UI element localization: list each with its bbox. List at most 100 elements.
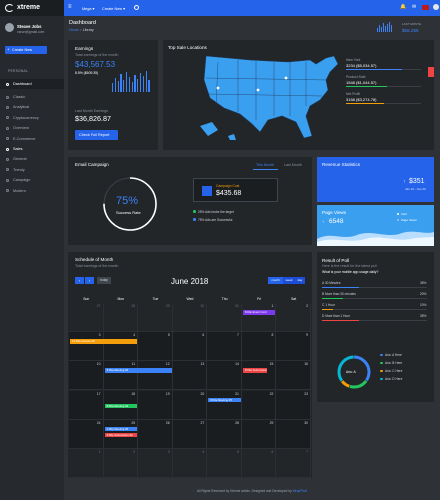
calendar-day[interactable]: 17: [69, 390, 104, 420]
create-new-button[interactable]: + Create New: [5, 46, 47, 54]
prev-month-button[interactable]: ‹: [75, 277, 84, 284]
calendar-day[interactable]: 30: [276, 419, 311, 449]
brand-name: xtreme: [17, 4, 40, 11]
day-number: 17: [96, 391, 101, 396]
sidebar-item-cryptocurrency[interactable]: Cryptocurrency: [0, 113, 64, 123]
calendar-day[interactable]: 31: [207, 303, 242, 333]
poll-option-fill: [322, 287, 359, 289]
calendar-day[interactable]: 8: [241, 332, 277, 362]
day-number: 20: [200, 391, 205, 396]
next-month-button[interactable]: ›: [85, 277, 94, 284]
calendar-day[interactable]: 13: [172, 361, 208, 391]
calendar-day[interactable]: 3: [138, 448, 173, 478]
sidebar-item-trendy[interactable]: Trendy: [0, 165, 64, 175]
calendar-day[interactable]: 5: [138, 332, 173, 362]
calendar-event[interactable]: 1:00p Meeting #3: [104, 426, 138, 432]
calendar-day[interactable]: 19: [138, 390, 173, 420]
map-side-tab[interactable]: [428, 67, 434, 77]
calendar-day[interactable]: 12: [138, 361, 173, 391]
sidebar-item-campaign[interactable]: Campaign: [0, 175, 64, 185]
sidebar-item-ecommerce[interactable]: E-Commerce: [0, 134, 64, 144]
calendar-event[interactable]: 3:00p Submission #2: [104, 432, 138, 438]
tab-this-month[interactable]: This Month: [256, 163, 274, 167]
calendar-day[interactable]: 22: [241, 390, 277, 420]
calendar-day[interactable]: 9: [276, 332, 311, 362]
profile-avatar[interactable]: [433, 4, 439, 10]
calendar-event[interactable]: 8:00a Meeting #5: [208, 397, 241, 402]
flag-icon[interactable]: [422, 5, 429, 10]
view-day-button[interactable]: day: [295, 277, 305, 284]
calendar-day[interactable]: 29: [138, 303, 173, 333]
calendar-day[interactable]: 2: [276, 303, 311, 333]
calendar-day[interactable]: 29: [241, 419, 277, 449]
weekday-header: Tue: [152, 297, 159, 301]
calendar-day[interactable]: 3: [69, 332, 104, 362]
calendar-day[interactable]: 16: [276, 361, 311, 391]
calendar-event[interactable]: 8:00a Meeting #4: [104, 403, 138, 408]
tab-last-month[interactable]: Last Month: [284, 163, 302, 167]
calendar-event[interactable]: 12:00a Gosses 45: [70, 339, 138, 344]
sidebar-item-classic[interactable]: Classic: [0, 92, 64, 102]
sidebar-item-dashboard[interactable]: Dashboard: [0, 79, 64, 89]
sidebar-item-sales[interactable]: Sales: [0, 144, 64, 154]
sidebar-item-modern[interactable]: Modern: [0, 186, 64, 196]
sparkline-bar: [377, 28, 378, 32]
calendar-day[interactable]: 27: [69, 303, 104, 333]
calendar-day[interactable]: 21: [207, 390, 242, 420]
calendar-day[interactable]: 11: [103, 361, 139, 391]
calendar-day[interactable]: 6: [172, 332, 208, 362]
calendar-day[interactable]: 7: [207, 332, 242, 362]
calendar-day[interactable]: 14: [207, 361, 242, 391]
view-week-button[interactable]: week: [283, 277, 295, 284]
calendar-day[interactable]: 4: [103, 332, 139, 362]
usa-map[interactable]: [198, 50, 348, 145]
calendar-day[interactable]: 24: [69, 419, 104, 449]
calendar-event[interactable]: 8:00a Meeting #2: [104, 368, 172, 373]
calendar-day[interactable]: 23: [276, 390, 311, 420]
calendar-day[interactable]: 2: [103, 448, 139, 478]
mega-menu[interactable]: Mega ▾: [82, 7, 95, 11]
check-full-report-button[interactable]: Check Full Report: [75, 130, 118, 140]
poll-donut: [337, 355, 371, 389]
day-number: 27: [200, 420, 205, 425]
calendar-day[interactable]: 30: [172, 303, 208, 333]
weekday-header: Sun: [83, 297, 90, 301]
calendar-day[interactable]: 15: [241, 361, 277, 391]
today-button[interactable]: today: [97, 277, 111, 284]
map-stat-fill: [346, 69, 403, 71]
calendar-day[interactable]: 1: [241, 303, 277, 333]
calendar-day[interactable]: 6: [241, 448, 277, 478]
sidebar-item-analytical[interactable]: Analytical: [0, 102, 64, 112]
calendar-event[interactable]: 8:00a Submission #1: [242, 368, 268, 373]
legend-label: Ans: B Here: [385, 361, 403, 365]
view-month-button[interactable]: month: [268, 277, 283, 284]
menu-icon[interactable]: ≡: [68, 4, 72, 10]
user-name[interactable]: Steave Jobs: [17, 24, 42, 29]
map-stat-label: Product Sold: [346, 75, 366, 79]
mail-icon[interactable]: ✉: [412, 4, 417, 10]
calendar-day[interactable]: 28: [103, 303, 139, 333]
logo[interactable]: xtreme: [0, 0, 64, 16]
create-new-menu[interactable]: Create New ▾: [102, 7, 126, 11]
calendar-day[interactable]: 26: [138, 419, 173, 449]
footer-link[interactable]: WrapPixel: [292, 489, 308, 493]
calendar-day[interactable]: 7: [276, 448, 311, 478]
day-number: 12: [165, 362, 170, 367]
breadcrumb-home[interactable]: Home: [69, 28, 79, 32]
search-icon[interactable]: [134, 5, 139, 10]
calendar-day[interactable]: 20: [172, 390, 208, 420]
day-number: 6: [271, 449, 274, 454]
bell-icon[interactable]: 🔔: [400, 4, 407, 10]
sidebar-item-general[interactable]: General: [0, 154, 64, 164]
calendar-day[interactable]: 27: [172, 419, 208, 449]
calendar-day[interactable]: 1: [69, 448, 104, 478]
avatar[interactable]: [5, 23, 14, 32]
calendar-day[interactable]: 5: [207, 448, 242, 478]
last-month-label: LAST MONTH: [402, 22, 422, 26]
calendar-event[interactable]: 8:00p Event Conf.: [242, 310, 276, 315]
calendar-day[interactable]: 4: [172, 448, 208, 478]
poll-subtitle: Here is the result for the latest poll: [322, 264, 377, 268]
calendar-day[interactable]: 28: [207, 419, 242, 449]
sidebar-item-overview[interactable]: Overview: [0, 123, 64, 133]
calendar-day[interactable]: 10: [69, 361, 104, 391]
